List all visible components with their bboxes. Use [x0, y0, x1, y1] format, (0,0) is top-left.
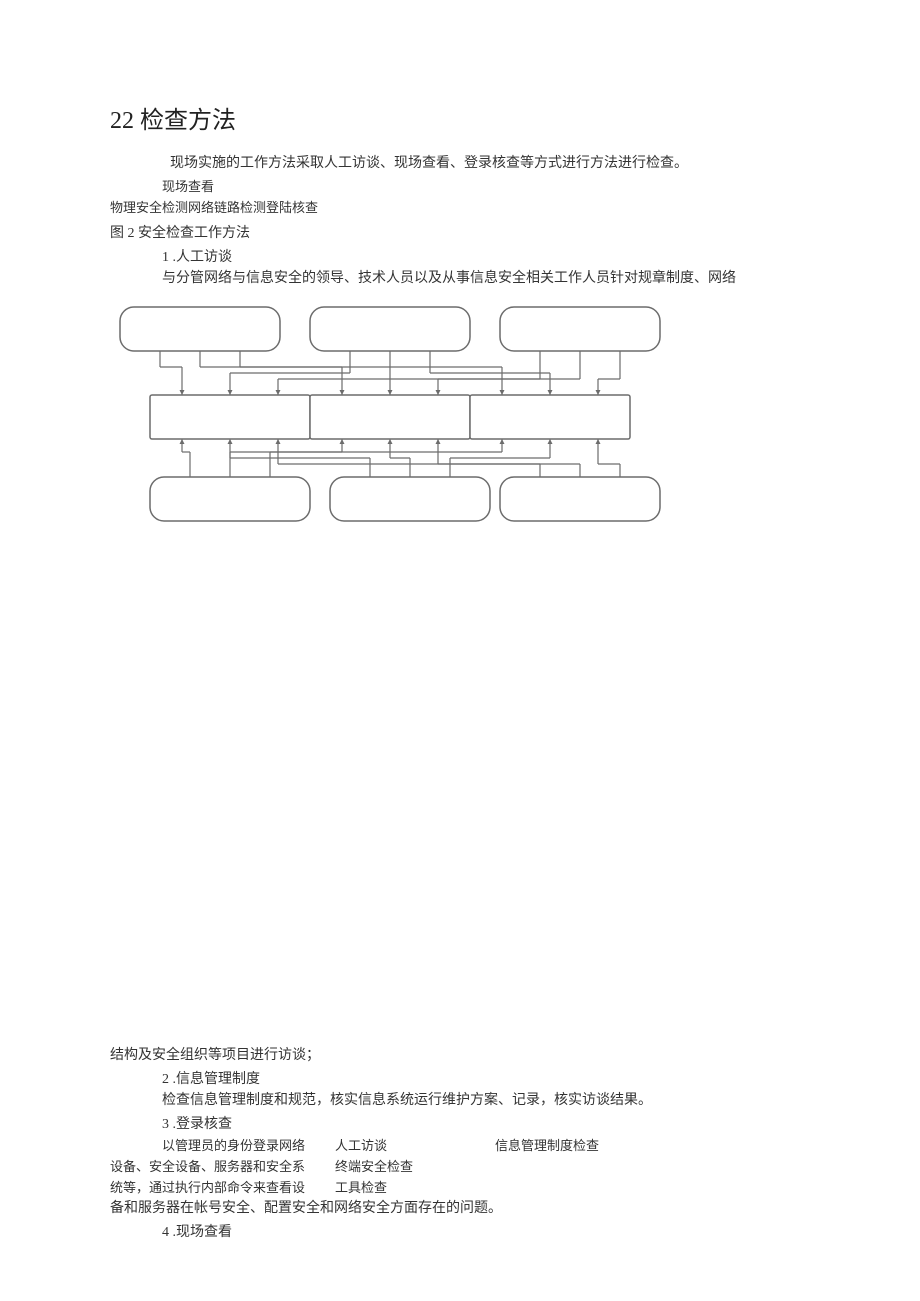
item-2-body: 检查信息管理制度和规范，核实信息系统运行维护方案、记录，核实访谈结果。	[162, 1090, 810, 1111]
item-3-line3: 统等，通过执行内部命令来查看设 工具检查	[110, 1177, 810, 1196]
figure-caption: 图 2 安全检查工作方法	[110, 222, 810, 242]
item-1-title: 1 .人工访谈	[162, 246, 810, 266]
item-3-line3-b: 工具检查	[335, 1177, 455, 1196]
label-detection-list: 物理安全检测网络链路检测登陆核查	[110, 197, 810, 216]
item-3-line2-a: 设备、安全设备、服务器和安全系	[110, 1156, 305, 1175]
document-page: 22 检查方法 现场实施的工作方法采取人工访谈、现场查看、登录核查等方式进行方法…	[0, 0, 920, 1283]
flowchart-svg	[110, 297, 670, 527]
item-3-line1-a: 以管理员的身份登录网络	[162, 1135, 305, 1154]
item-3-line2-b: 终端安全检查	[335, 1156, 455, 1175]
item-1-body: 与分管网络与信息安全的领导、技术人员以及从事信息安全相关工作人员针对规章制度、网…	[162, 268, 810, 289]
item-1-cont: 结构及安全组织等项目进行访谈；	[110, 1045, 810, 1066]
item-3-line1-b: 人工访谈	[335, 1135, 455, 1154]
label-site-view: 现场查看	[162, 176, 810, 195]
item-4-title: 4 .现场查看	[162, 1221, 810, 1241]
section-heading: 22 检查方法	[110, 100, 810, 135]
item-3-line4: 备和服务器在帐号安全、配置安全和网络安全方面存在的问题。	[110, 1198, 810, 1219]
item-3-line3-a: 统等，通过执行内部命令来查看设	[110, 1177, 305, 1196]
item-3-title: 3 .登录核查	[162, 1113, 810, 1133]
whitespace-gap	[110, 535, 810, 1045]
item-3-line1: 以管理员的身份登录网络 人工访谈 信息管理制度检查	[110, 1135, 810, 1154]
item-2-title: 2 .信息管理制度	[162, 1068, 810, 1088]
item-3-line1-c: 信息管理制度检查	[495, 1135, 599, 1154]
intro-paragraph: 现场实施的工作方法采取人工访谈、现场查看、登录核查等方式进行方法进行检查。	[170, 153, 810, 174]
flowchart-diagram	[110, 297, 810, 527]
item-3-line2: 设备、安全设备、服务器和安全系 终端安全检查	[110, 1156, 810, 1175]
